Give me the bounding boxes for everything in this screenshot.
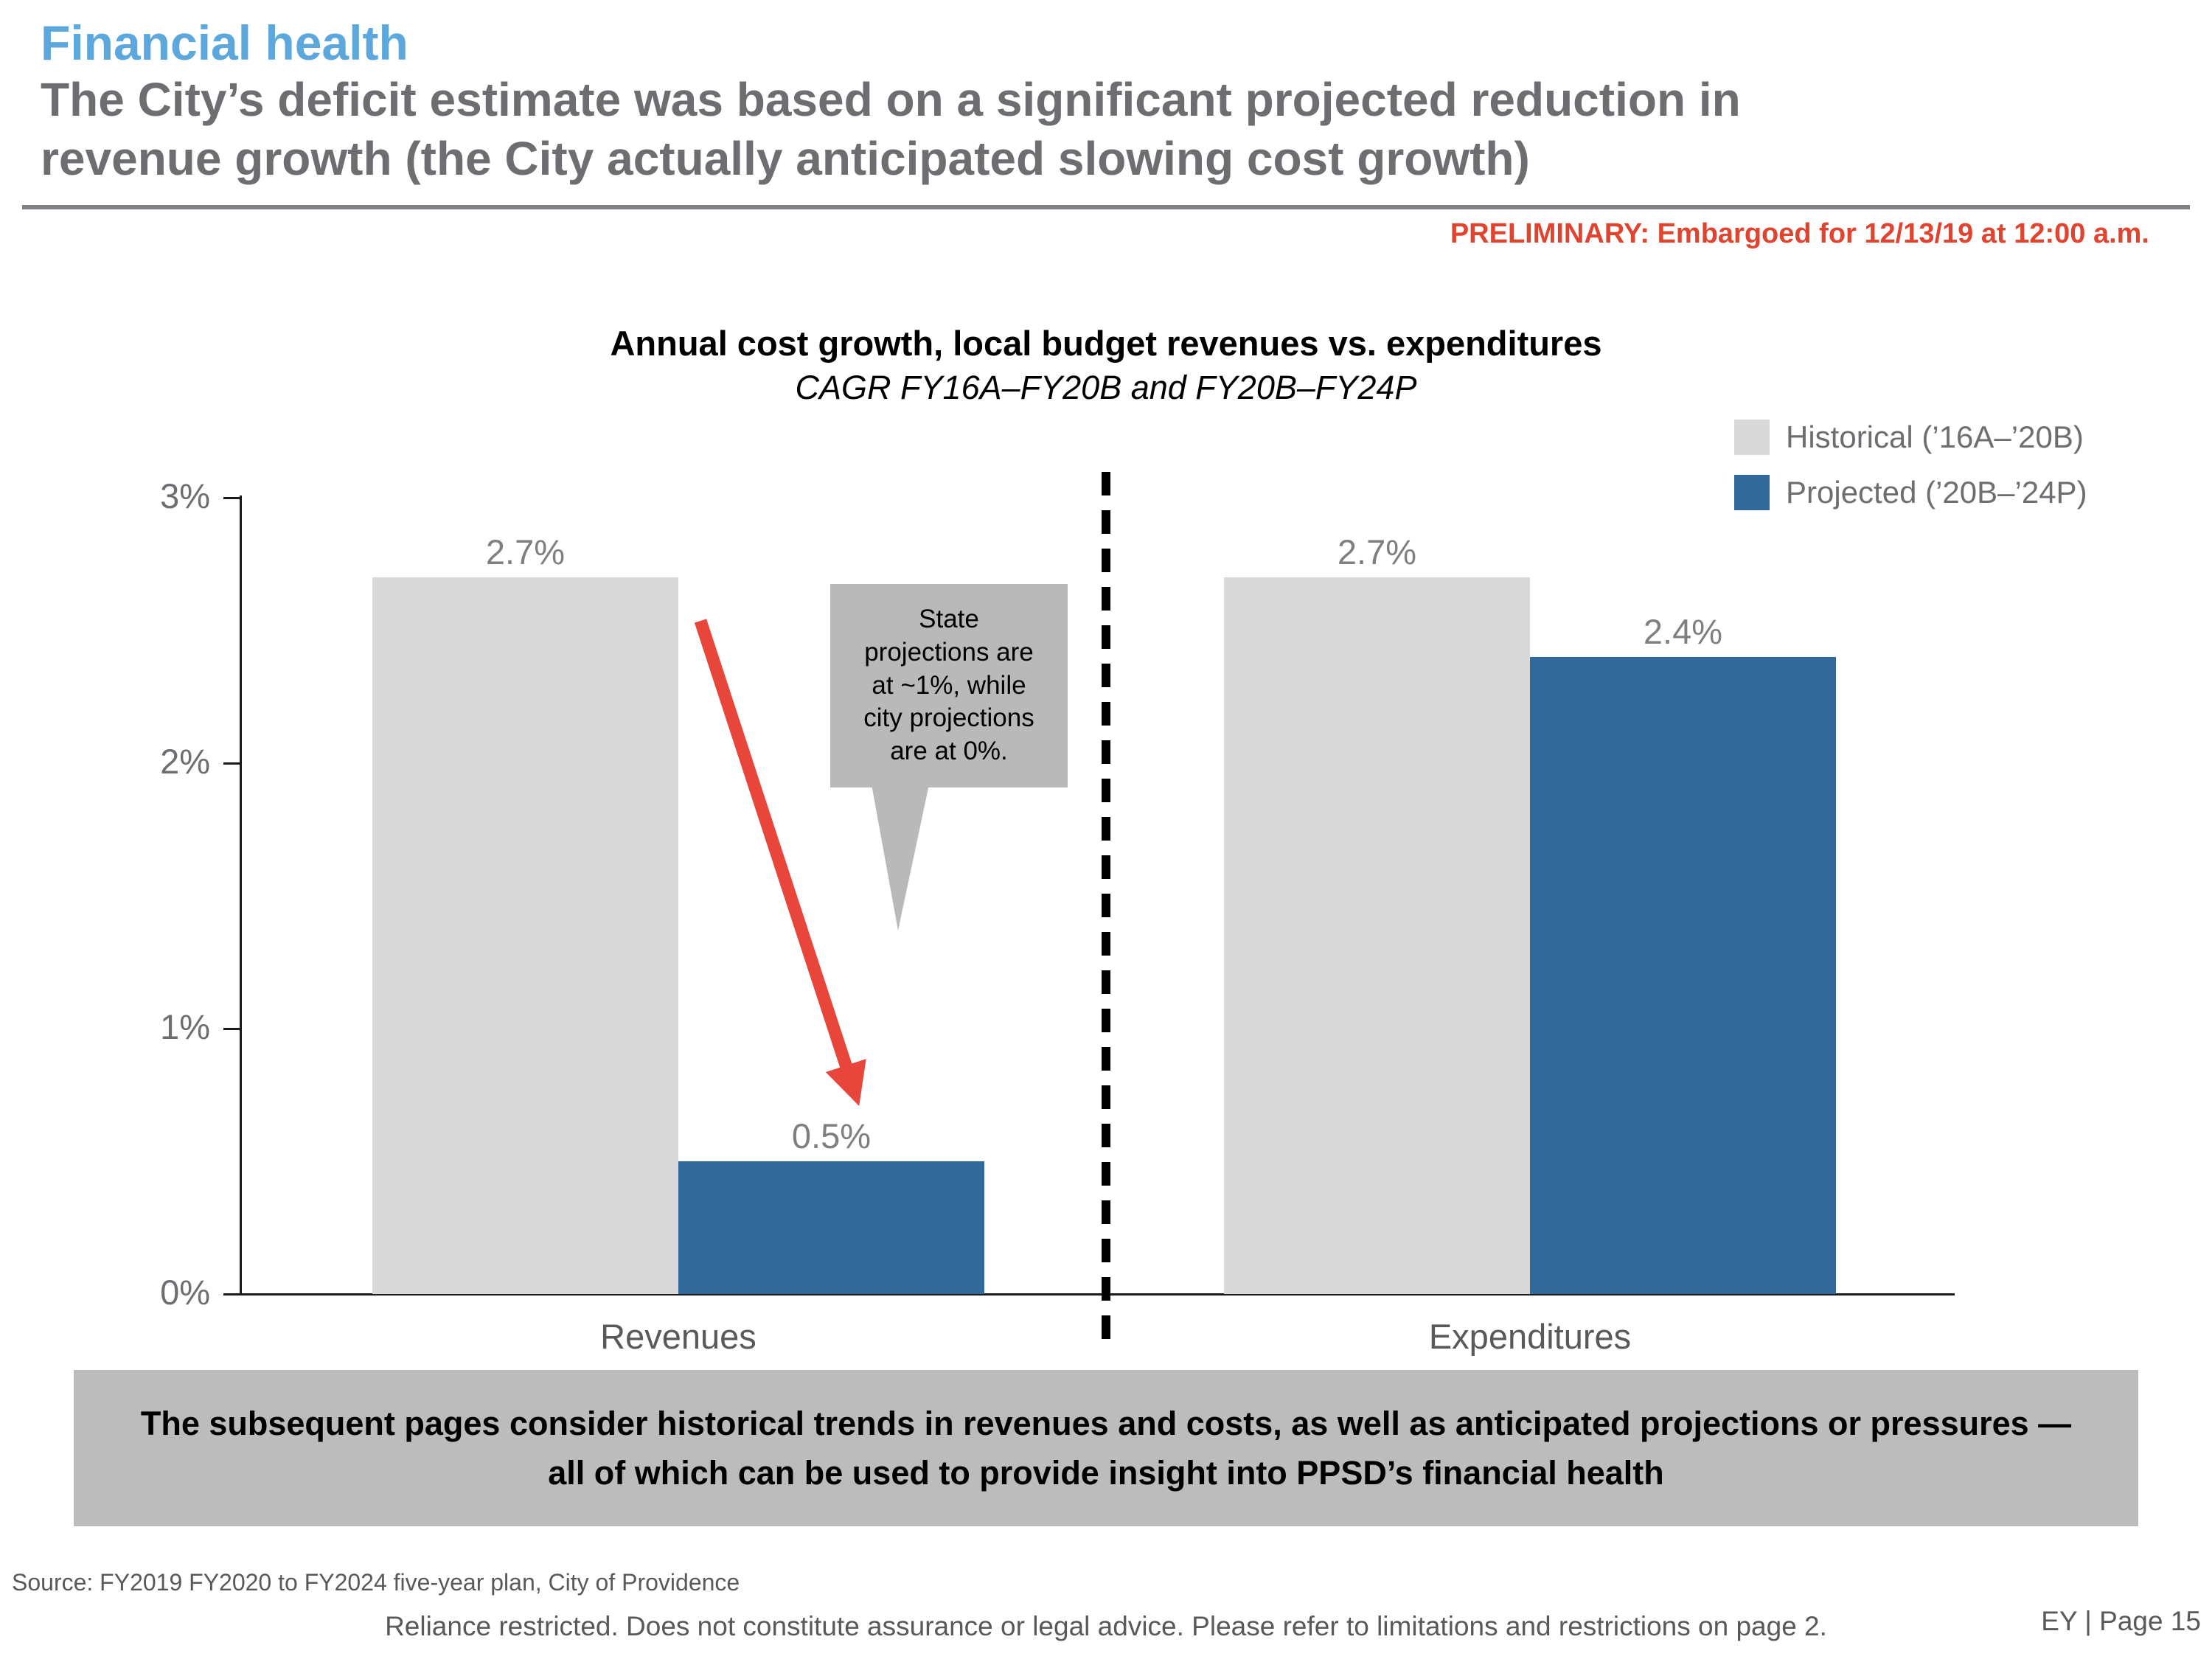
legend-swatch-projected [1734, 475, 1770, 510]
takeaway-banner: The subsequent pages consider historical… [74, 1370, 2138, 1526]
y-axis-tick-label: 2% [160, 742, 210, 781]
bar-projected-expenditures [1530, 657, 1836, 1294]
category-label-revenues: Revenues [600, 1317, 757, 1356]
legend-label: Projected (’20B–’24P) [1786, 475, 2087, 509]
y-axis-tick [223, 1028, 240, 1030]
chart-legend: Historical (’16A–’20B) Projected (’20B–’2… [1734, 419, 2087, 529]
slide-title-line1: The City’s deficit estimate was based on… [41, 73, 1741, 126]
x-axis-line [240, 1293, 1955, 1295]
slide-title-line2: revenue growth (the City actually antici… [41, 132, 1530, 185]
y-axis-tick-label: 0% [160, 1273, 210, 1312]
bar-historical-expenditures [1224, 577, 1530, 1294]
preliminary-note: PRELIMINARY: Embargoed for 12/13/19 at 1… [1450, 218, 2149, 249]
header-divider [22, 205, 2190, 209]
page-number: EY | Page 15 [2041, 1606, 2201, 1636]
legend-label: Historical (’16A–’20B) [1786, 420, 2084, 454]
source-note: Source: FY2019 FY2020 to FY2024 five-yea… [12, 1569, 740, 1596]
callout-text: State projections are at ~1%, while city… [863, 605, 1034, 766]
legend-item-projected: Projected (’20B–’24P) [1734, 474, 2087, 511]
y-axis-tick [223, 497, 240, 499]
slide-title: The City’s deficit estimate was based on… [41, 70, 1741, 188]
y-axis-line [240, 495, 242, 1295]
bar-value-label-projected-revenues: 0.5% [791, 1116, 872, 1155]
bar-value-label-historical-revenues: 2.7% [485, 532, 566, 571]
legend-swatch-historical [1734, 420, 1770, 455]
chart-subtitle: CAGR FY16A–FY20B and FY20B–FY24P [795, 369, 1417, 406]
callout-bubble: State projections are at ~1%, while city… [830, 584, 1068, 787]
legend-item-historical: Historical (’16A–’20B) [1734, 419, 2087, 456]
y-axis-tick [223, 1293, 240, 1295]
y-axis-tick [223, 762, 240, 765]
bar-historical-revenues [372, 577, 678, 1294]
chart-title: Annual cost growth, local budget revenue… [610, 324, 1602, 363]
y-axis-tick-label: 3% [160, 476, 210, 515]
takeaway-line1: The subsequent pages consider historical… [140, 1404, 2072, 1442]
reliance-note: Reliance restricted. Does not constitute… [385, 1611, 1827, 1641]
bar-value-label-projected-expenditures: 2.4% [1643, 612, 1723, 651]
y-axis-tick-label: 1% [160, 1007, 210, 1046]
category-label-expenditures: Expenditures [1428, 1317, 1632, 1356]
slide-kicker: Financial health [41, 15, 408, 70]
bar-value-label-historical-expenditures: 2.7% [1337, 532, 1417, 571]
bar-projected-revenues [678, 1161, 984, 1294]
takeaway-line2: all of which can be used to provide insi… [548, 1454, 1664, 1492]
